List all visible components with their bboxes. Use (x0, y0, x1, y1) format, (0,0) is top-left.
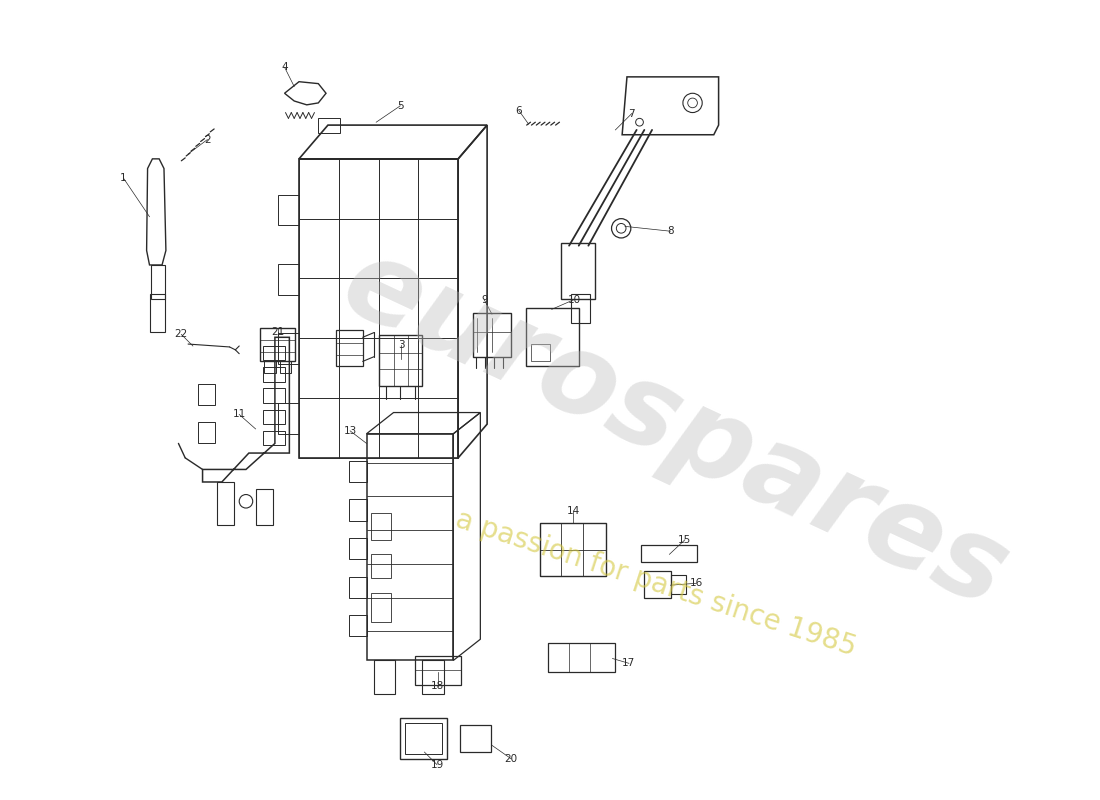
Bar (379, 335, 422, 386)
Bar (339, 398, 378, 458)
Bar (278, 403, 299, 434)
Text: 15: 15 (679, 535, 692, 545)
Text: 10: 10 (568, 294, 581, 305)
Bar (349, 577, 366, 598)
Bar (263, 367, 285, 382)
Text: 13: 13 (343, 426, 356, 436)
Text: 22: 22 (175, 330, 188, 339)
Text: eurospares: eurospares (326, 226, 1025, 631)
Text: 1: 1 (120, 173, 127, 183)
Text: 11: 11 (232, 410, 245, 419)
Bar (339, 159, 378, 218)
Bar (374, 661, 396, 694)
Bar (378, 278, 418, 338)
Bar (418, 338, 459, 398)
Bar (151, 294, 165, 333)
Bar (561, 242, 595, 298)
Bar (299, 218, 339, 278)
Bar (263, 346, 285, 361)
Bar (339, 338, 378, 398)
Bar (349, 615, 366, 636)
Bar (372, 554, 390, 578)
Bar (378, 338, 418, 398)
Bar (318, 118, 340, 133)
Bar (400, 718, 447, 759)
Text: 21: 21 (272, 327, 285, 338)
Bar (299, 159, 339, 218)
Bar (152, 265, 165, 298)
Bar (372, 513, 390, 540)
Bar (418, 398, 459, 458)
Text: 16: 16 (690, 578, 703, 588)
Text: 3: 3 (398, 340, 405, 350)
Bar (278, 194, 299, 226)
Bar (217, 482, 234, 526)
Bar (418, 278, 459, 338)
Text: 7: 7 (628, 109, 635, 118)
Bar (526, 308, 579, 366)
Text: 2: 2 (205, 134, 211, 145)
Bar (422, 661, 443, 694)
Text: 17: 17 (623, 658, 636, 668)
Bar (671, 574, 685, 594)
Bar (548, 643, 615, 672)
Bar (263, 431, 285, 446)
Bar (645, 570, 671, 598)
Bar (198, 422, 216, 443)
Bar (349, 538, 366, 559)
Bar (299, 338, 339, 398)
Text: 14: 14 (566, 506, 580, 516)
Bar (198, 384, 216, 405)
Bar (415, 656, 461, 685)
Bar (378, 398, 418, 458)
Text: 18: 18 (431, 681, 444, 690)
Bar (299, 278, 339, 338)
Bar (571, 294, 591, 323)
Bar (339, 218, 378, 278)
Bar (473, 313, 512, 357)
Bar (460, 725, 491, 752)
Text: 8: 8 (667, 226, 673, 236)
Text: 6: 6 (516, 106, 522, 116)
Bar (255, 489, 273, 526)
Bar (263, 410, 285, 424)
Text: 9: 9 (481, 294, 487, 305)
Text: a passion for parts since 1985: a passion for parts since 1985 (452, 505, 860, 662)
Bar (366, 434, 453, 661)
Bar (264, 362, 276, 373)
Bar (339, 278, 378, 338)
Text: 20: 20 (505, 754, 518, 764)
Text: 4: 4 (282, 62, 288, 72)
Bar (278, 334, 299, 364)
Bar (378, 159, 418, 218)
Bar (378, 218, 418, 278)
Bar (641, 545, 697, 562)
Bar (540, 522, 606, 575)
Bar (349, 461, 366, 482)
Bar (372, 593, 390, 622)
Bar (299, 398, 339, 458)
Bar (418, 159, 459, 218)
Bar (530, 344, 550, 362)
Bar (405, 723, 442, 754)
Bar (279, 362, 292, 373)
Text: 19: 19 (430, 760, 443, 770)
Bar (263, 389, 285, 403)
Bar (278, 264, 299, 295)
Bar (418, 218, 459, 278)
Text: 5: 5 (397, 101, 404, 111)
Bar (261, 328, 295, 362)
Bar (336, 330, 363, 366)
Bar (349, 499, 366, 521)
